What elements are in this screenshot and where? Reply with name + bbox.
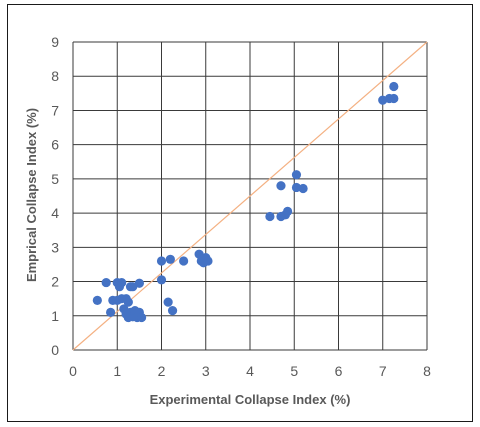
x-tick-label: 8: [423, 363, 431, 379]
data-point: [298, 183, 308, 194]
x-tick-labels: 0 1 2 3 4 5 6 7 8: [69, 363, 431, 379]
x-tick-label: 0: [69, 363, 77, 379]
y-tick-labels: 0 1 2 3 4 5 6 7 8 9: [51, 34, 59, 358]
x-tick-label: 7: [379, 363, 387, 379]
data-point: [389, 93, 399, 104]
data-point: [156, 275, 167, 285]
x-tick-label: 3: [202, 363, 210, 379]
y-tick-label: 8: [51, 68, 59, 84]
x-axis-title: Experimental Collapse Index (%): [150, 392, 351, 407]
y-tick-label: 1: [51, 308, 59, 324]
data-point: [389, 81, 399, 92]
data-point: [276, 181, 286, 191]
grid: [72, 41, 428, 351]
data-point: [106, 307, 116, 317]
data-point: [136, 312, 147, 323]
y-axis-title: Emprical Collapse Index (%): [24, 108, 39, 282]
data-point: [92, 295, 102, 305]
x-tick-label: 2: [158, 363, 166, 379]
data-point: [283, 206, 293, 216]
data-point: [291, 170, 302, 180]
x-tick-label: 6: [335, 363, 343, 379]
y-tick-label: 7: [51, 102, 59, 118]
reference-line: [72, 41, 428, 351]
data-point: [167, 306, 178, 316]
data-point: [203, 256, 213, 266]
data-point: [165, 254, 175, 264]
data-point: [156, 256, 167, 266]
x-tick-label: 1: [113, 363, 121, 379]
data-point: [163, 297, 173, 307]
y-tick-label: 5: [51, 171, 59, 187]
data-point: [101, 277, 111, 288]
y-tick-label: 6: [51, 137, 59, 153]
data-point: [117, 277, 127, 288]
data-point: [134, 278, 144, 288]
data-point: [179, 256, 189, 266]
y-tick-label: 2: [51, 274, 59, 290]
x-tick-label: 4: [246, 363, 254, 379]
data-points: [92, 81, 399, 323]
y-tick-label: 3: [51, 239, 59, 255]
data-point: [123, 297, 133, 307]
x-tick-label: 5: [290, 363, 298, 379]
reference-line-layer: [72, 41, 428, 351]
data-point: [265, 211, 275, 222]
y-tick-label: 9: [51, 34, 59, 50]
y-tick-label: 4: [51, 205, 59, 221]
y-tick-label: 0: [51, 342, 59, 358]
